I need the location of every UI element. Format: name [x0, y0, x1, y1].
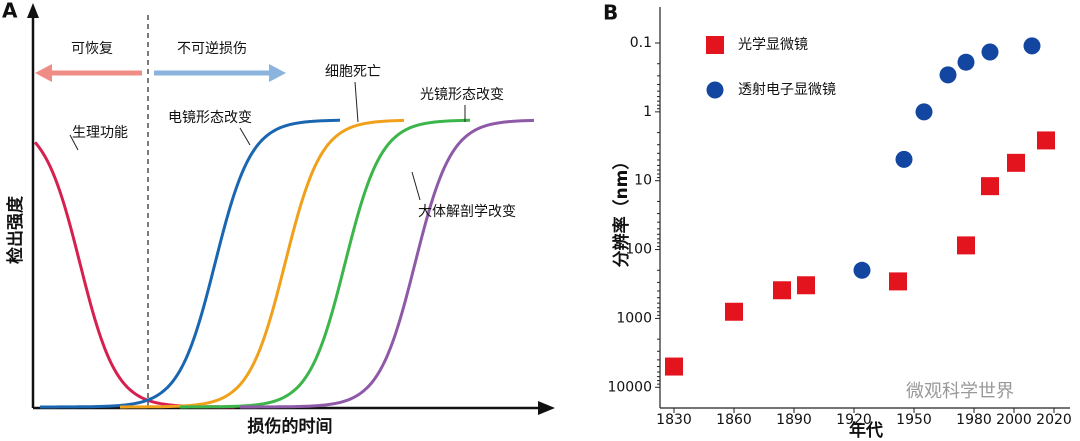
point: [665, 357, 683, 376]
point: [1007, 153, 1025, 172]
legend-label: 光学显微镜: [738, 37, 808, 53]
x-tick-label: 1830: [656, 412, 692, 428]
x-tick-label: 1980: [956, 412, 992, 428]
x-tick-label: 1890: [776, 412, 812, 428]
point: [895, 150, 913, 168]
legend-marker: [706, 81, 724, 99]
annotation: 不可逆损伤: [177, 41, 247, 57]
curve: [180, 118, 470, 409]
curve-label: 大体解剖学改变: [418, 204, 516, 220]
point: [1023, 37, 1041, 55]
point: [981, 43, 999, 61]
curve-label: 电镜形态改变: [168, 110, 252, 126]
curve-label: 光镜形态改变: [420, 87, 504, 103]
curve: [240, 118, 535, 409]
y-tick-label: 1000: [616, 310, 652, 326]
arrow-head: [27, 3, 39, 18]
annotation: 可恢复: [71, 40, 113, 57]
legend-label: 透射电子显微镜: [738, 82, 836, 98]
point: [853, 261, 871, 279]
point: [773, 281, 791, 300]
y-tick-label: 0.1: [630, 35, 652, 51]
x-tick-label: 1950: [896, 412, 932, 428]
point: [957, 53, 975, 71]
point: [1037, 131, 1055, 150]
y-tick-label: 10: [634, 173, 652, 189]
panel-label: B: [603, 1, 618, 25]
x-axis-label: 年代: [849, 420, 883, 441]
x-tick-label: 1920: [836, 412, 872, 428]
y-tick-label: 1: [643, 104, 652, 120]
curve: [40, 118, 340, 409]
point: [725, 302, 743, 321]
point: [981, 177, 999, 196]
point: [939, 66, 957, 84]
x-tick-label: 1860: [716, 412, 752, 428]
panel-label: A: [2, 0, 18, 23]
point: [915, 103, 933, 121]
arrow-head: [269, 64, 286, 82]
leader-line: [411, 171, 421, 201]
x-tick-label: 2000: [996, 412, 1032, 428]
curve: [120, 118, 405, 409]
watermark: 微观科学世界: [906, 381, 1014, 402]
y-tick-label: 100: [625, 242, 652, 258]
curve-label: 细胞死亡: [325, 64, 381, 80]
y-tick-label: 10000: [607, 379, 652, 395]
curve-label: 生理功能: [72, 125, 128, 141]
plot: 0.1 1 10 100 1000 10000 1830 1860 1890 1920 1950 19…: [607, 7, 1072, 428]
leader-line: [354, 81, 359, 123]
leader-line: [239, 127, 251, 146]
x-axis-label: 损伤的时间: [248, 416, 333, 437]
y-axis-label: 分辨率（nm）: [611, 153, 632, 268]
x-tick-label: 2020: [1036, 412, 1072, 428]
leader-line: [69, 134, 79, 151]
legend-marker: [706, 36, 724, 54]
point: [889, 272, 907, 291]
arrow-head: [538, 401, 555, 415]
y-axis-label: 检出强度: [5, 195, 26, 264]
arrow-head: [35, 64, 52, 82]
point: [957, 236, 975, 255]
curve: [33, 141, 235, 409]
point: [797, 276, 815, 295]
